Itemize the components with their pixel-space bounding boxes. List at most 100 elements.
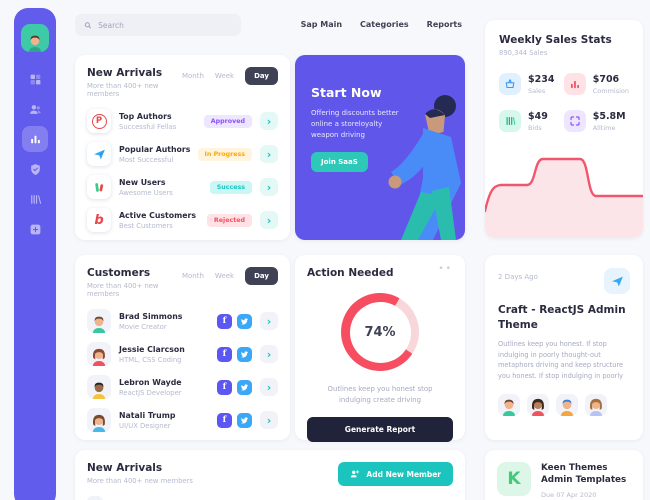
member-avatars bbox=[498, 393, 630, 416]
tab-week[interactable]: Week bbox=[214, 272, 235, 280]
list-item-partial bbox=[87, 496, 103, 500]
chevron-right-button[interactable]: › bbox=[260, 345, 278, 363]
abstract-logo-icon bbox=[94, 182, 103, 192]
craft-body: Outlines keep you honest. If stop indulg… bbox=[498, 340, 624, 381]
avatar[interactable] bbox=[527, 393, 549, 416]
row-name: Top Authors bbox=[119, 111, 172, 121]
timestamp: 2 Days Ago bbox=[498, 273, 538, 281]
list-item[interactable]: Natali Trump UI/UX Designer f › bbox=[87, 408, 278, 432]
twitter-icon[interactable] bbox=[237, 346, 252, 362]
chevron-right-button[interactable]: › bbox=[260, 312, 278, 330]
status-badge: In Progress bbox=[197, 147, 252, 161]
sidebar-item-dashboard[interactable] bbox=[22, 66, 48, 92]
keen-themes-card: K Keen Themes Admin Templates Due 07 Apr… bbox=[485, 450, 643, 500]
row-name: New Users bbox=[119, 177, 166, 187]
stat-value: $706 bbox=[592, 73, 620, 85]
list-item[interactable]: Popular Authors Most Successful In Progr… bbox=[87, 142, 278, 166]
facebook-icon[interactable]: f bbox=[217, 379, 232, 395]
card-subtitle: More than 400+ new members bbox=[87, 477, 193, 485]
sidebar-item-library[interactable] bbox=[22, 186, 48, 212]
join-saas-button[interactable]: Join SaaS bbox=[311, 151, 368, 172]
generate-report-button[interactable]: Generate Report bbox=[307, 417, 453, 443]
action-needed-card: Action Needed •• 74% Outlines keep you h… bbox=[295, 255, 465, 443]
weekly-sales-area-chart bbox=[485, 141, 643, 238]
sidebar-item-analytics[interactable] bbox=[22, 126, 48, 152]
avatar bbox=[87, 375, 111, 399]
start-now-card: Start Now Offering discounts better onli… bbox=[295, 55, 465, 240]
twitter-icon[interactable] bbox=[237, 379, 252, 395]
card-title: New Arrivals bbox=[87, 67, 163, 79]
nav-categories[interactable]: Categories bbox=[360, 20, 409, 29]
list-item[interactable]: b Active Customers Best Customers Reject… bbox=[87, 208, 278, 232]
add-new-member-button[interactable]: Add New Member bbox=[338, 462, 453, 486]
stat-alltime: $5.8M Alltime bbox=[563, 110, 629, 132]
search-input[interactable] bbox=[98, 20, 232, 30]
chevron-right-button[interactable]: › bbox=[260, 378, 278, 396]
menu-dots-icon[interactable]: •• bbox=[438, 264, 453, 274]
top-navigation: Sap Main Categories Reports bbox=[301, 20, 462, 29]
tab-day[interactable]: Day bbox=[245, 267, 278, 285]
search-bar[interactable] bbox=[75, 14, 241, 36]
stat-label: Alltime bbox=[592, 123, 616, 132]
keen-logo-icon: K bbox=[497, 462, 531, 496]
nav-sap-main[interactable]: Sap Main bbox=[300, 20, 343, 29]
twitter-icon[interactable] bbox=[237, 412, 252, 428]
list-item[interactable]: New Users Awesome Users Success › bbox=[87, 175, 278, 199]
facebook-icon[interactable]: f bbox=[217, 412, 232, 428]
list-item[interactable]: Jessie Clarcson HTML, CSS Coding f › bbox=[87, 342, 278, 366]
twitter-icon[interactable] bbox=[237, 313, 252, 329]
card-subtitle: More than 400+ new members bbox=[87, 282, 159, 298]
sidebar-item-users[interactable] bbox=[22, 96, 48, 122]
chevron-right-button[interactable]: › bbox=[260, 145, 278, 163]
nav-reports[interactable]: Reports bbox=[426, 20, 462, 29]
facebook-icon[interactable]: f bbox=[217, 346, 232, 362]
avatar bbox=[87, 408, 111, 432]
dashboard-grid-icon bbox=[30, 74, 40, 84]
tab-month[interactable]: Month bbox=[181, 272, 204, 280]
row-subtitle: Most Successful bbox=[119, 155, 174, 164]
active-customers-logo: b bbox=[87, 208, 111, 232]
paper-plane-icon bbox=[93, 149, 105, 159]
avatar-face-icon bbox=[28, 35, 42, 52]
list-item[interactable]: Lebron Wayde ReactJS Developer f › bbox=[87, 375, 278, 399]
avatar[interactable] bbox=[585, 393, 607, 416]
avatar bbox=[87, 309, 111, 333]
chevron-right-button[interactable]: › bbox=[260, 211, 278, 229]
chevron-right-button[interactable]: › bbox=[260, 411, 278, 429]
chevron-right-button[interactable]: › bbox=[260, 112, 278, 130]
row-subtitle: Successful Fellas bbox=[119, 122, 177, 131]
facebook-icon[interactable]: f bbox=[217, 313, 232, 329]
craft-card: 2 Days Ago Craft - ReactJS Admin Theme O… bbox=[485, 255, 643, 440]
avatar[interactable] bbox=[498, 393, 520, 416]
stat-commision: $706 Commision bbox=[563, 73, 629, 95]
period-tabs: Month Week Day bbox=[182, 67, 278, 85]
card-title: Customers bbox=[87, 267, 151, 279]
tab-month[interactable]: Month bbox=[181, 72, 204, 80]
status-badge: Approved bbox=[203, 114, 252, 128]
stat-label: Commision bbox=[592, 86, 629, 95]
button-label: Add New Member bbox=[366, 469, 441, 479]
basket-icon bbox=[499, 73, 521, 95]
progress-value: 74% bbox=[364, 324, 396, 340]
avatar[interactable] bbox=[556, 393, 578, 416]
tab-week[interactable]: Week bbox=[214, 72, 235, 80]
sidebar-item-add[interactable] bbox=[22, 216, 48, 242]
search-icon bbox=[84, 21, 92, 29]
row-name: Active Customers bbox=[119, 210, 197, 220]
chevron-right-button[interactable]: › bbox=[260, 178, 278, 196]
card-title: Action Needed bbox=[307, 267, 394, 279]
sidebar-item-security[interactable] bbox=[22, 156, 48, 182]
card-title: New Arrivals bbox=[87, 462, 163, 474]
user-avatar[interactable] bbox=[21, 24, 49, 52]
list-item[interactable]: Brad Simmons Movie Creator f › bbox=[87, 309, 278, 333]
shield-check-icon bbox=[30, 163, 40, 175]
stat-bids: $49 Bids bbox=[499, 110, 558, 132]
tab-day[interactable]: Day bbox=[245, 67, 278, 85]
row-subtitle: Best Customers bbox=[119, 221, 173, 230]
row-name: Popular Authors bbox=[119, 144, 191, 154]
popular-authors-logo bbox=[87, 142, 111, 166]
lines-icon bbox=[499, 110, 521, 132]
list-item[interactable]: P Top Authors Successful Fellas Approved… bbox=[87, 109, 278, 133]
chart-bars-icon bbox=[563, 73, 586, 95]
stat-label: Sales bbox=[528, 86, 546, 95]
